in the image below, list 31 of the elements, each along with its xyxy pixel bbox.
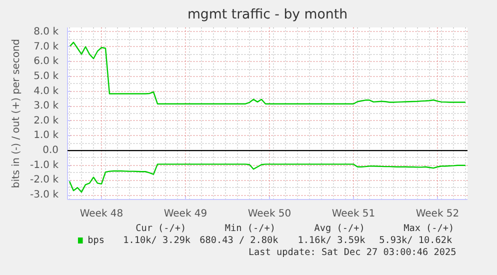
x-tick-label: Week 52 xyxy=(416,208,460,220)
line-series xyxy=(68,42,466,104)
y-tick-label: 4.0 k xyxy=(34,86,59,97)
y-tick-label: 7.0 k xyxy=(34,41,59,52)
y-tick-label: -2.0 k xyxy=(30,174,59,186)
y-tick-label: 1.0 k xyxy=(34,130,59,142)
text: 680.43 / 2.80k xyxy=(200,235,279,246)
y-tick-label: -3.0 k xyxy=(30,190,59,201)
text: 1.16k/ 3.59k xyxy=(298,235,366,246)
line-series xyxy=(68,164,466,193)
y-tick-label: 2.0 k xyxy=(34,115,59,126)
chart-title: mgmt traffic - by month xyxy=(187,8,348,22)
text: 1.10k/ 3.29k xyxy=(123,235,191,246)
x-tick-label: Week 49 xyxy=(164,208,208,220)
text: Max (-/+) xyxy=(404,223,454,234)
text: 5.93k/ 10.62k xyxy=(379,235,452,246)
y-tick-label: 5.0 k xyxy=(34,70,59,82)
x-tick-label: Week 50 xyxy=(248,208,292,220)
y-tick-label: 8.0 k xyxy=(34,26,59,38)
y-axis-title: bits in (-) / out (+) per second xyxy=(11,38,22,188)
text: Avg (-/+) xyxy=(314,223,365,234)
y-tick-label: 0.0 xyxy=(42,145,59,156)
x-tick-label: Week 51 xyxy=(332,208,376,220)
y-tick-label: 6.0 k xyxy=(34,56,59,68)
legend-label: bps xyxy=(88,235,104,246)
text: Cur (-/+) xyxy=(136,223,186,234)
y-tick-label: 3.0 k xyxy=(34,100,59,112)
text: Min (-/+) xyxy=(224,223,276,234)
x-tick-label: Week 48 xyxy=(80,208,124,220)
y-tick-label: -1.0 k xyxy=(30,160,59,171)
text: Last update: Sat Dec 27 03:00:46 2025 xyxy=(248,247,456,258)
